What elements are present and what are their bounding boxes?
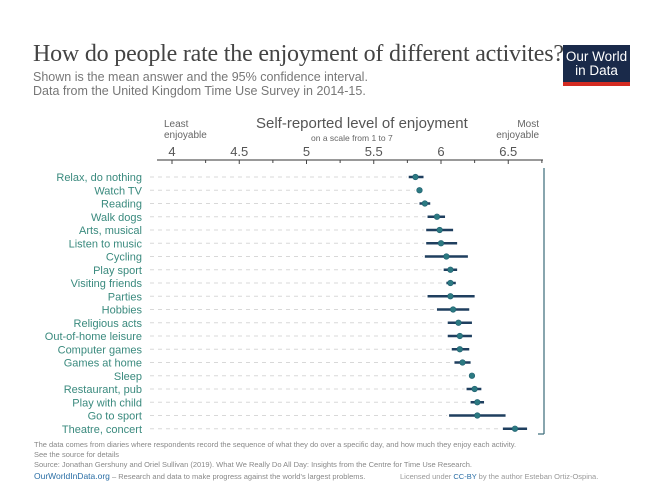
mean-point xyxy=(455,319,462,326)
category-label: Parties xyxy=(108,291,143,303)
license-note: Licensed under CC-BY by the author Esteb… xyxy=(400,472,598,481)
mean-point xyxy=(433,213,441,220)
category-label: Sleep xyxy=(114,371,142,383)
category-label: Reading xyxy=(101,199,142,211)
category-label: Hobbies xyxy=(102,305,143,317)
category-label: Arts, musical xyxy=(79,225,142,237)
category-label: Visiting friends xyxy=(71,278,143,290)
mean-point xyxy=(447,266,454,273)
source-note: Source: Jonathan Gershuny and Oriel Sull… xyxy=(34,460,472,469)
mean-point xyxy=(437,240,445,247)
category-label: Listen to music xyxy=(69,238,143,250)
license-prefix: Licensed under xyxy=(400,472,454,481)
footnote: The data comes from diaries where respon… xyxy=(34,440,517,449)
mean-point xyxy=(471,385,478,393)
x-tick-label: 4.5 xyxy=(230,144,248,159)
mean-point xyxy=(412,173,419,181)
mean-point xyxy=(436,226,443,234)
most-enjoyable-label: Most enjoyable xyxy=(496,119,539,141)
x-tick-label: 5.5 xyxy=(365,144,383,159)
mean-point xyxy=(459,359,466,366)
mean-point xyxy=(468,372,476,379)
license-author: by the author Esteban Ortiz-Ospina. xyxy=(476,472,599,481)
chart-subtitle: Shown is the mean answer and the 95% con… xyxy=(33,70,368,84)
mean-point xyxy=(447,279,454,287)
category-label: Relax, do nothing xyxy=(56,172,142,184)
footnote-details: See the source for details xyxy=(34,450,120,459)
owid-footer: OurWorldInData.org – Research and data t… xyxy=(34,471,365,481)
category-label: Play sport xyxy=(93,265,142,277)
mean-point xyxy=(447,293,454,300)
least-enjoyable-label: Least enjoyable xyxy=(164,119,207,141)
logo-bar xyxy=(563,82,630,86)
chart-subtitle-source: Data from the United Kingdom Time Use Su… xyxy=(33,84,366,98)
category-label: Religious acts xyxy=(74,318,143,330)
x-tick-label: 5 xyxy=(303,144,310,159)
x-tick-label: 6 xyxy=(437,144,444,159)
category-label: Restaurant, pub xyxy=(64,384,142,396)
category-label: Play with child xyxy=(72,397,142,409)
owid-logo[interactable]: Our World in Data xyxy=(563,45,630,86)
mean-point xyxy=(421,200,428,207)
x-tick-label: 6.5 xyxy=(499,144,517,159)
mean-point xyxy=(416,187,423,194)
mean-point xyxy=(450,306,457,313)
category-label: Go to sport xyxy=(88,411,142,423)
category-label: Theatre, concert xyxy=(62,424,142,436)
category-label: Watch TV xyxy=(94,185,142,197)
mean-point xyxy=(474,399,481,406)
owid-link[interactable]: OurWorldInData.org xyxy=(34,471,110,481)
x-tick-label: 4 xyxy=(168,144,175,159)
cc-by-link[interactable]: CC-BY xyxy=(453,472,477,481)
logo-line1: Our World xyxy=(565,49,628,64)
mean-point xyxy=(511,425,519,432)
category-label: Cycling xyxy=(106,252,142,264)
x-axis-title: Self-reported level of enjoyment xyxy=(256,115,468,132)
mean-point xyxy=(456,346,463,353)
x-axis-subtitle: on a scale from 1 to 7 xyxy=(311,133,393,143)
logo-line2: in Data xyxy=(575,63,618,78)
mean-point xyxy=(474,412,481,419)
chart-title: How do people rate the enjoyment of diff… xyxy=(33,41,564,67)
category-label: Out-of-home leisure xyxy=(45,331,142,343)
category-label: Walk dogs xyxy=(91,212,142,224)
category-label: Games at home xyxy=(64,358,142,370)
owid-tagline: – Research and data to make progress aga… xyxy=(109,472,366,481)
mean-point xyxy=(456,332,463,340)
mean-point xyxy=(443,253,450,260)
category-label: Computer games xyxy=(58,344,143,356)
